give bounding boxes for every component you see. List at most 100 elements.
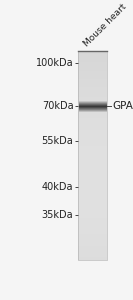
Bar xyxy=(78,170,107,171)
Bar xyxy=(78,200,107,201)
Bar xyxy=(78,223,107,224)
Bar xyxy=(78,146,107,147)
Bar xyxy=(78,85,107,86)
Bar xyxy=(78,210,107,211)
Bar xyxy=(78,175,107,176)
Bar xyxy=(78,256,107,257)
Bar xyxy=(78,176,107,177)
Bar xyxy=(78,177,107,178)
Bar xyxy=(78,139,107,140)
Bar xyxy=(78,59,107,60)
Bar xyxy=(78,66,107,67)
Bar xyxy=(78,131,107,132)
Bar xyxy=(78,68,107,69)
Bar xyxy=(78,82,107,83)
Bar xyxy=(78,83,107,84)
Bar xyxy=(78,257,107,258)
Bar xyxy=(78,158,107,159)
Bar xyxy=(78,179,107,180)
Bar xyxy=(78,190,107,191)
Bar xyxy=(78,206,107,207)
Bar xyxy=(78,201,107,202)
Bar xyxy=(78,140,107,141)
Bar xyxy=(78,152,107,153)
Bar xyxy=(78,194,107,195)
Bar xyxy=(78,143,107,144)
Bar xyxy=(78,67,107,68)
Bar xyxy=(78,197,107,198)
Bar xyxy=(78,133,107,134)
Bar xyxy=(78,163,107,164)
Bar xyxy=(78,106,107,107)
Bar xyxy=(78,112,107,113)
Bar xyxy=(78,86,107,87)
Bar xyxy=(78,193,107,194)
Bar xyxy=(78,237,107,238)
Text: 100kDa: 100kDa xyxy=(36,58,73,68)
Bar xyxy=(78,182,107,183)
Bar xyxy=(78,211,107,212)
Bar xyxy=(78,141,107,142)
Bar xyxy=(78,239,107,240)
Text: 35kDa: 35kDa xyxy=(42,210,73,220)
Bar xyxy=(78,240,107,241)
Bar xyxy=(78,116,107,117)
Bar xyxy=(78,205,107,206)
Bar xyxy=(78,243,107,244)
Bar xyxy=(78,235,107,236)
Bar xyxy=(78,245,107,246)
Bar xyxy=(78,52,107,53)
Bar xyxy=(78,95,107,96)
Bar xyxy=(78,77,107,78)
Bar xyxy=(78,58,107,59)
Bar xyxy=(78,135,107,136)
Bar xyxy=(78,238,107,239)
Bar xyxy=(78,160,107,161)
Bar xyxy=(78,188,107,189)
Bar xyxy=(78,189,107,190)
Bar xyxy=(78,212,107,213)
Bar xyxy=(78,65,107,66)
Bar xyxy=(78,115,107,116)
Bar xyxy=(78,252,107,253)
Bar xyxy=(78,259,107,260)
Bar xyxy=(78,157,107,158)
Bar xyxy=(78,54,107,55)
Bar xyxy=(78,174,107,175)
Bar xyxy=(78,180,107,181)
Bar xyxy=(78,121,107,122)
Bar xyxy=(78,231,107,232)
Bar xyxy=(78,216,107,217)
Bar xyxy=(78,98,107,99)
Bar xyxy=(78,218,107,219)
Bar xyxy=(78,69,107,70)
Bar xyxy=(78,64,107,65)
Bar xyxy=(78,56,107,57)
Bar xyxy=(78,258,107,259)
Bar xyxy=(78,81,107,82)
Text: 40kDa: 40kDa xyxy=(42,182,73,192)
Bar xyxy=(78,129,107,130)
Text: Mouse heart: Mouse heart xyxy=(82,2,128,49)
Bar xyxy=(78,71,107,72)
Bar xyxy=(78,147,107,148)
Bar xyxy=(78,156,107,157)
Bar xyxy=(78,195,107,196)
Bar xyxy=(78,142,107,143)
Bar xyxy=(78,74,107,75)
Bar xyxy=(78,219,107,220)
Bar xyxy=(78,165,107,166)
Bar xyxy=(78,242,107,243)
Bar xyxy=(78,229,107,230)
Bar xyxy=(78,126,107,127)
Bar xyxy=(78,186,107,187)
Bar xyxy=(78,53,107,54)
Bar xyxy=(78,111,107,112)
Bar xyxy=(78,119,107,120)
Bar xyxy=(78,138,107,139)
Bar xyxy=(78,101,107,102)
Bar xyxy=(78,169,107,170)
Bar xyxy=(78,76,107,77)
Bar xyxy=(78,225,107,226)
Bar xyxy=(78,164,107,165)
